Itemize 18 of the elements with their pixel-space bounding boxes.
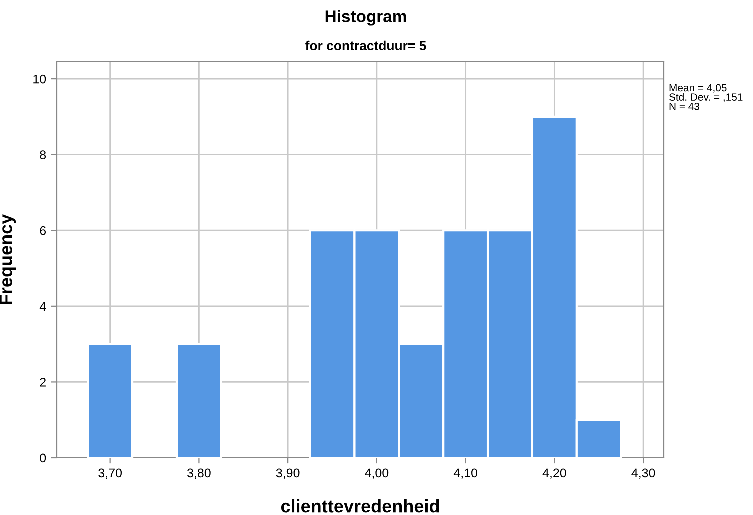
- x-tick-label: 3,80: [188, 468, 211, 480]
- y-tick-label: 0: [40, 454, 46, 463]
- x-tick-label: 4,30: [632, 468, 656, 480]
- y-tick-label: 4: [40, 302, 46, 311]
- y-tick-label: 2: [40, 378, 46, 387]
- y-tick-label: 6: [40, 226, 46, 236]
- y-axis-title: Frequency: [0, 214, 16, 304]
- x-tick-label: 4,20: [542, 468, 566, 480]
- chart-subtitle: for contractduur= 5: [306, 40, 426, 51]
- x-tick-label: 3,70: [98, 468, 122, 480]
- x-tick-label: 3,90: [276, 468, 300, 480]
- chart-title: Histogram: [326, 10, 406, 26]
- x-tick-label: 4,00: [365, 468, 389, 480]
- x-tick-label: 4,10: [454, 468, 478, 480]
- text: Mean = 4,05 Std. Dev. = ,151 N = 43: [669, 84, 743, 110]
- y-tick-label: 8: [40, 150, 46, 160]
- x-axis-title: clienttevredenheid: [281, 500, 440, 513]
- y-tick-label: 10: [34, 74, 46, 84]
